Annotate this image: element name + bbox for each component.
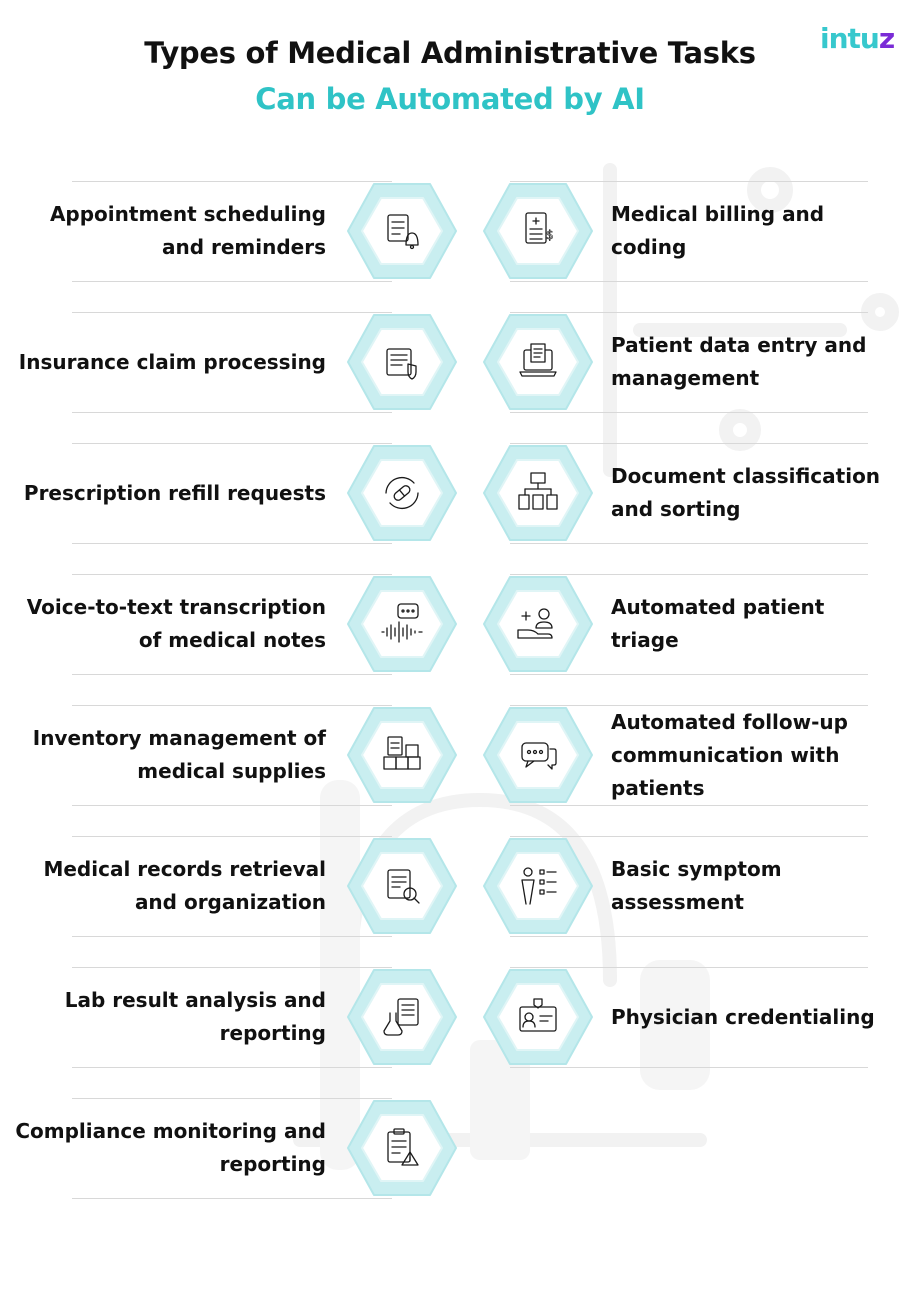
task-label-text: Physician credentialing xyxy=(611,1004,875,1029)
flask-report-icon xyxy=(345,967,459,1067)
row-divider xyxy=(72,674,392,675)
row-divider xyxy=(72,705,392,706)
task-label-left-2: Insurance claim processing xyxy=(10,312,326,412)
task-label-text: Voice-to-text transcription of medical n… xyxy=(26,595,326,652)
header: Types of Medical Administrative Tasks Ca… xyxy=(0,30,900,122)
row-divider xyxy=(72,1198,392,1199)
task-label-text: Basic symptom assessment xyxy=(611,857,782,914)
row-divider xyxy=(510,967,868,968)
boxes-clipboard-icon xyxy=(345,705,459,805)
row-divider xyxy=(72,1067,392,1068)
row-divider xyxy=(510,805,868,806)
shield-document-icon xyxy=(345,312,459,412)
task-label-text: Appointment scheduling and reminders xyxy=(49,202,326,259)
calendar-bell-icon xyxy=(345,181,459,281)
row-divider xyxy=(72,574,392,575)
chat-bubbles-icon xyxy=(481,705,595,805)
laptop-document-icon xyxy=(481,312,595,412)
page-subtitle: Can be Automated by AI xyxy=(255,82,645,116)
document-search-icon xyxy=(345,836,459,936)
task-label-right-3: Document classification and sorting xyxy=(611,443,891,543)
billing-document-icon: $ xyxy=(481,181,595,281)
row-divider xyxy=(72,443,392,444)
task-label-left-3: Prescription refill requests xyxy=(10,443,326,543)
task-label-right-6: Basic symptom assessment xyxy=(611,836,891,936)
row-divider xyxy=(510,705,868,706)
row-divider xyxy=(72,1098,392,1099)
row-divider xyxy=(72,936,392,937)
task-label-text: Lab result analysis and reporting xyxy=(64,988,326,1045)
row-divider xyxy=(510,1067,868,1068)
task-label-left-8: Compliance monitoring and reporting xyxy=(10,1098,326,1198)
row-divider xyxy=(72,412,392,413)
task-label-text: Patient data entry and management xyxy=(611,333,867,390)
person-checklist-icon xyxy=(481,836,595,936)
task-label-right-1: Medical billing and coding xyxy=(611,181,891,281)
task-label-right-5: Automated follow-up communication with p… xyxy=(611,705,891,805)
row-divider xyxy=(510,312,868,313)
row-divider xyxy=(72,312,392,313)
row-divider xyxy=(510,836,868,837)
row-divider xyxy=(72,181,392,182)
task-label-text: Inventory management of medical supplies xyxy=(32,726,326,783)
hand-patient-icon xyxy=(481,574,595,674)
row-divider xyxy=(510,181,868,182)
task-label-text: Document classification and sorting xyxy=(611,464,881,521)
task-label-left-1: Appointment scheduling and reminders xyxy=(10,181,326,281)
row-divider xyxy=(72,543,392,544)
row-divider xyxy=(510,543,868,544)
task-label-text: Automated follow-up communication with p… xyxy=(611,709,848,800)
id-card-icon xyxy=(481,967,595,1067)
row-divider xyxy=(510,936,868,937)
task-label-left-7: Lab result analysis and reporting xyxy=(10,967,326,1067)
task-label-right-7: Physician credentialing xyxy=(611,967,891,1067)
row-divider xyxy=(510,443,868,444)
task-label-left-4: Voice-to-text transcription of medical n… xyxy=(10,574,326,674)
row-divider xyxy=(72,805,392,806)
row-divider xyxy=(72,967,392,968)
svg-text:$: $ xyxy=(546,228,554,242)
brand-logo: intuz xyxy=(820,22,895,55)
row-divider xyxy=(72,281,392,282)
page-title: Types of Medical Administrative Tasks xyxy=(144,36,756,70)
row-divider xyxy=(510,412,868,413)
row-divider xyxy=(510,574,868,575)
logo-text: intu xyxy=(820,22,880,55)
task-label-right-2: Patient data entry and management xyxy=(611,312,891,412)
task-label-left-5: Inventory management of medical supplies xyxy=(10,705,326,805)
row-divider xyxy=(72,836,392,837)
pill-refresh-icon xyxy=(345,443,459,543)
task-label-text: Compliance monitoring and reporting xyxy=(15,1119,326,1176)
clipboard-warning-icon xyxy=(345,1098,459,1198)
task-label-text: Automated patient triage xyxy=(611,595,825,652)
row-divider xyxy=(510,674,868,675)
logo-accent: z xyxy=(878,22,895,55)
folder-hierarchy-icon xyxy=(481,443,595,543)
voice-chat-icon xyxy=(345,574,459,674)
task-label-text: Medical billing and coding xyxy=(611,202,825,259)
task-label-text: Prescription refill requests xyxy=(23,480,326,505)
task-label-left-6: Medical records retrieval and organizati… xyxy=(10,836,326,936)
row-divider xyxy=(510,281,868,282)
task-label-text: Medical records retrieval and organizati… xyxy=(43,857,326,914)
task-label-text: Insurance claim processing xyxy=(18,349,326,374)
task-label-right-4: Automated patient triage xyxy=(611,574,891,674)
